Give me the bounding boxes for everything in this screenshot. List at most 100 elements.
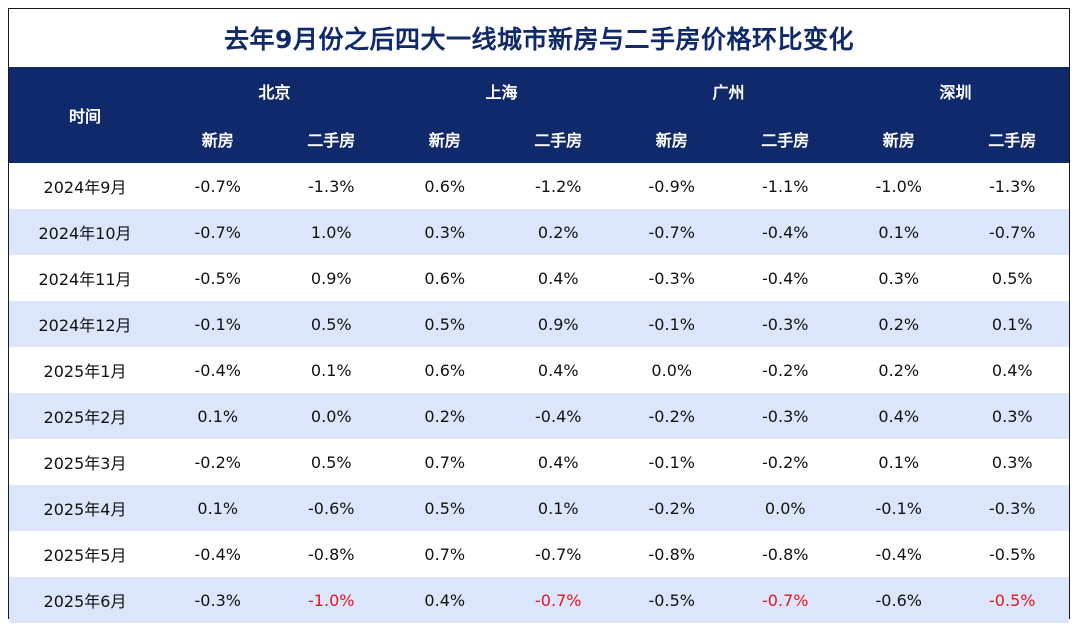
table-cell: -0.1%: [615, 301, 729, 347]
row-time: 2025年5月: [9, 531, 161, 577]
table-cell: -1.0%: [274, 577, 388, 623]
table-cell: -0.2%: [728, 439, 842, 485]
table-cell: 0.3%: [955, 439, 1069, 485]
table-cell: 0.1%: [842, 209, 956, 255]
table-cell: -0.3%: [955, 485, 1069, 531]
table-cell: 0.9%: [501, 301, 615, 347]
table-cell: -0.4%: [728, 255, 842, 301]
table-cell: -0.3%: [728, 393, 842, 439]
table-cell: -0.4%: [161, 347, 275, 393]
row-time: 2025年2月: [9, 393, 161, 439]
table-cell: 0.0%: [615, 347, 729, 393]
table-cell: 0.2%: [842, 301, 956, 347]
table-row: 2024年11月 -0.5% 0.9% 0.6% 0.4% -0.3% -0.4% 0.3% 0…: [9, 255, 1069, 301]
table-cell: 0.5%: [388, 301, 502, 347]
table-cell: 0.6%: [388, 347, 502, 393]
table-row: 2025年4月 0.1% -0.6% 0.5% 0.1% -0.2% 0.0% -0.1% -0…: [9, 485, 1069, 531]
table-cell: 0.2%: [501, 209, 615, 255]
table-cell: 0.4%: [388, 577, 502, 623]
header-city-shenzhen: 深圳: [842, 67, 1069, 115]
table-cell: 0.5%: [274, 301, 388, 347]
header-new-house: 新房: [161, 115, 275, 163]
table-cell: 0.3%: [388, 209, 502, 255]
table-cell: -0.2%: [161, 439, 275, 485]
table-cell: -0.8%: [728, 531, 842, 577]
table-cell: -0.7%: [615, 209, 729, 255]
row-time: 2025年3月: [9, 439, 161, 485]
table-cell: -0.4%: [501, 393, 615, 439]
table-row: 2024年10月 -0.7% 1.0% 0.3% 0.2% -0.7% -0.4% 0.1% -…: [9, 209, 1069, 255]
row-time: 2025年6月: [9, 577, 161, 623]
table-cell: 0.1%: [161, 485, 275, 531]
table-row: 2025年6月 -0.3% -1.0% 0.4% -0.7% -0.5% -0.7% -0.6…: [9, 577, 1069, 623]
table-cell: -0.7%: [728, 577, 842, 623]
row-time: 2024年10月: [9, 209, 161, 255]
header-second-hand: 二手房: [728, 115, 842, 163]
table-cell: -0.8%: [615, 531, 729, 577]
table-cell: 0.2%: [842, 347, 956, 393]
row-time: 2025年1月: [9, 347, 161, 393]
table-cell: -0.3%: [161, 577, 275, 623]
table-body: 2024年9月 -0.7% -1.3% 0.6% -1.2% -0.9% -1.1% -1.0…: [9, 163, 1069, 623]
header-time: 时间: [9, 67, 161, 163]
header-city-guangzhou: 广州: [615, 67, 842, 115]
table-cell: -1.0%: [842, 163, 956, 209]
table-cell: -1.2%: [501, 163, 615, 209]
table-cell: 0.7%: [388, 531, 502, 577]
table-cell: 0.0%: [728, 485, 842, 531]
table-cell: -0.5%: [955, 577, 1069, 623]
table-cell: 0.9%: [274, 255, 388, 301]
table-row: 2025年1月 -0.4% 0.1% 0.6% 0.4% 0.0% -0.2% 0.2% 0.4…: [9, 347, 1069, 393]
table-cell: 0.1%: [955, 301, 1069, 347]
header-city-shanghai: 上海: [388, 67, 615, 115]
table-cell: 0.0%: [274, 393, 388, 439]
row-time: 2024年12月: [9, 301, 161, 347]
table-row: 2025年3月 -0.2% 0.5% 0.7% 0.4% -0.1% -0.2% 0.1% 0.…: [9, 439, 1069, 485]
table-cell: 0.5%: [274, 439, 388, 485]
table-cell: -0.9%: [615, 163, 729, 209]
price-change-table: 时间 北京 上海 广州 深圳 新房 二手房 新房 二手房 新房 二手房 新房 二…: [9, 67, 1069, 623]
table-row: 2025年2月 0.1% 0.0% 0.2% -0.4% -0.2% -0.3% 0.4% 0.…: [9, 393, 1069, 439]
table-cell: -0.8%: [274, 531, 388, 577]
table-cell: -0.4%: [842, 531, 956, 577]
table-cell: 0.1%: [161, 393, 275, 439]
table-card: 去年9月份之后四大一线城市新房与二手房价格环比变化 时间 北京 上海 广州 深圳…: [8, 8, 1070, 623]
table-cell: -1.3%: [274, 163, 388, 209]
table-cell: 0.4%: [842, 393, 956, 439]
table-cell: 0.1%: [842, 439, 956, 485]
table-cell: -0.6%: [842, 577, 956, 623]
table-cell: 0.6%: [388, 255, 502, 301]
table-cell: -0.2%: [615, 485, 729, 531]
table-cell: 1.0%: [274, 209, 388, 255]
table-cell: 0.5%: [388, 485, 502, 531]
table-cell: -0.1%: [842, 485, 956, 531]
header-new-house: 新房: [388, 115, 502, 163]
table-cell: 0.3%: [955, 393, 1069, 439]
table-cell: -0.3%: [615, 255, 729, 301]
table-cell: -0.7%: [501, 577, 615, 623]
table-cell: 0.4%: [501, 255, 615, 301]
table-cell: 0.5%: [955, 255, 1069, 301]
row-time: 2025年4月: [9, 485, 161, 531]
table-cell: 0.1%: [274, 347, 388, 393]
table-cell: -1.1%: [728, 163, 842, 209]
table-cell: -1.3%: [955, 163, 1069, 209]
table-cell: -0.5%: [161, 255, 275, 301]
header-new-house: 新房: [615, 115, 729, 163]
table-cell: -0.5%: [955, 531, 1069, 577]
table-cell: -0.7%: [161, 163, 275, 209]
header-second-hand: 二手房: [501, 115, 615, 163]
table-cell: -0.4%: [728, 209, 842, 255]
header-city-beijing: 北京: [161, 67, 388, 115]
row-time: 2024年9月: [9, 163, 161, 209]
table-cell: -0.2%: [728, 347, 842, 393]
table-cell: -0.5%: [615, 577, 729, 623]
table-cell: -0.4%: [161, 531, 275, 577]
table-cell: -0.7%: [501, 531, 615, 577]
table-cell: -0.7%: [955, 209, 1069, 255]
header-second-hand: 二手房: [955, 115, 1069, 163]
table-cell: -0.1%: [615, 439, 729, 485]
table-cell: 0.4%: [955, 347, 1069, 393]
table-cell: 0.4%: [501, 439, 615, 485]
table-cell: 0.3%: [842, 255, 956, 301]
